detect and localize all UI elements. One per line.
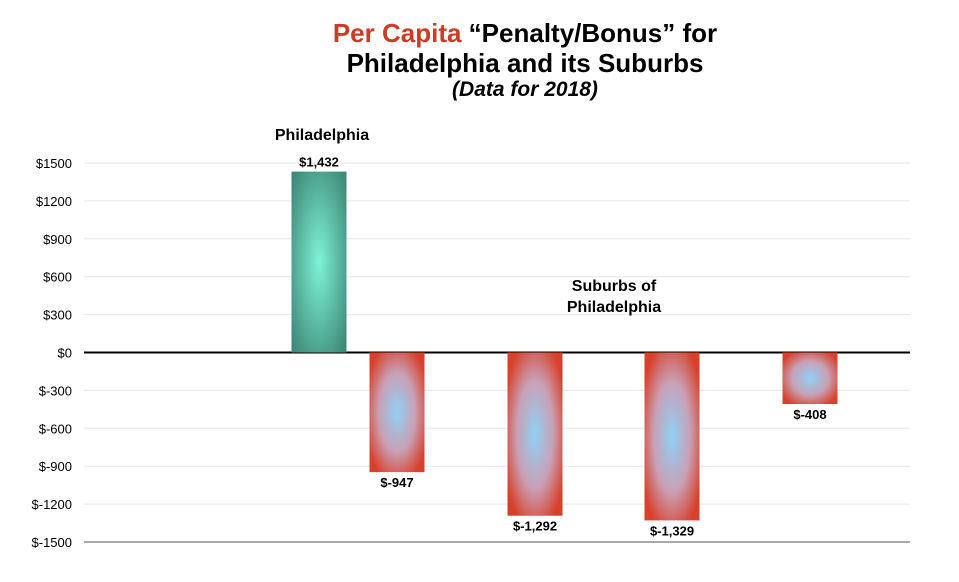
chart-subtitle: (Data for 2018) <box>452 78 598 101</box>
y-tick-label: $-1500 <box>32 535 72 550</box>
y-tick-label: $1500 <box>36 156 72 171</box>
y-tick-label: $900 <box>43 232 72 247</box>
annotation-suburbs: Philadelphia <box>567 299 661 316</box>
y-tick-label: $300 <box>43 308 72 323</box>
chart-title: Per Capita “Penalty/Bonus” for Philadelp… <box>0 18 959 78</box>
y-tick-label: $-1200 <box>32 497 72 512</box>
y-tick-label: $-600 <box>39 421 72 436</box>
data-label: $1,432 <box>299 155 339 170</box>
bar <box>507 352 563 516</box>
title-accent: Per Capita <box>332 18 462 48</box>
annotation-suburbs: Suburbs of <box>572 278 657 295</box>
data-label: $-947 <box>380 475 413 490</box>
bar <box>369 352 425 473</box>
annotation-philadelphia: Philadelphia <box>275 127 369 144</box>
y-tick-label: $-900 <box>39 459 72 474</box>
data-label: $-1,329 <box>650 523 694 538</box>
data-label: $-408 <box>793 407 826 422</box>
bar <box>644 352 700 521</box>
bar <box>291 171 347 353</box>
title-line2: Philadelphia and its Suburbs <box>346 48 704 78</box>
y-tick-label: $-300 <box>39 383 72 398</box>
y-tick-label: $1200 <box>36 194 72 209</box>
data-label: $-1,292 <box>513 519 557 534</box>
y-tick-label: $0 <box>58 346 72 361</box>
y-tick-label: $600 <box>43 270 72 285</box>
bar <box>782 352 838 405</box>
title-rest-line1: “Penalty/Bonus” for <box>461 18 718 48</box>
